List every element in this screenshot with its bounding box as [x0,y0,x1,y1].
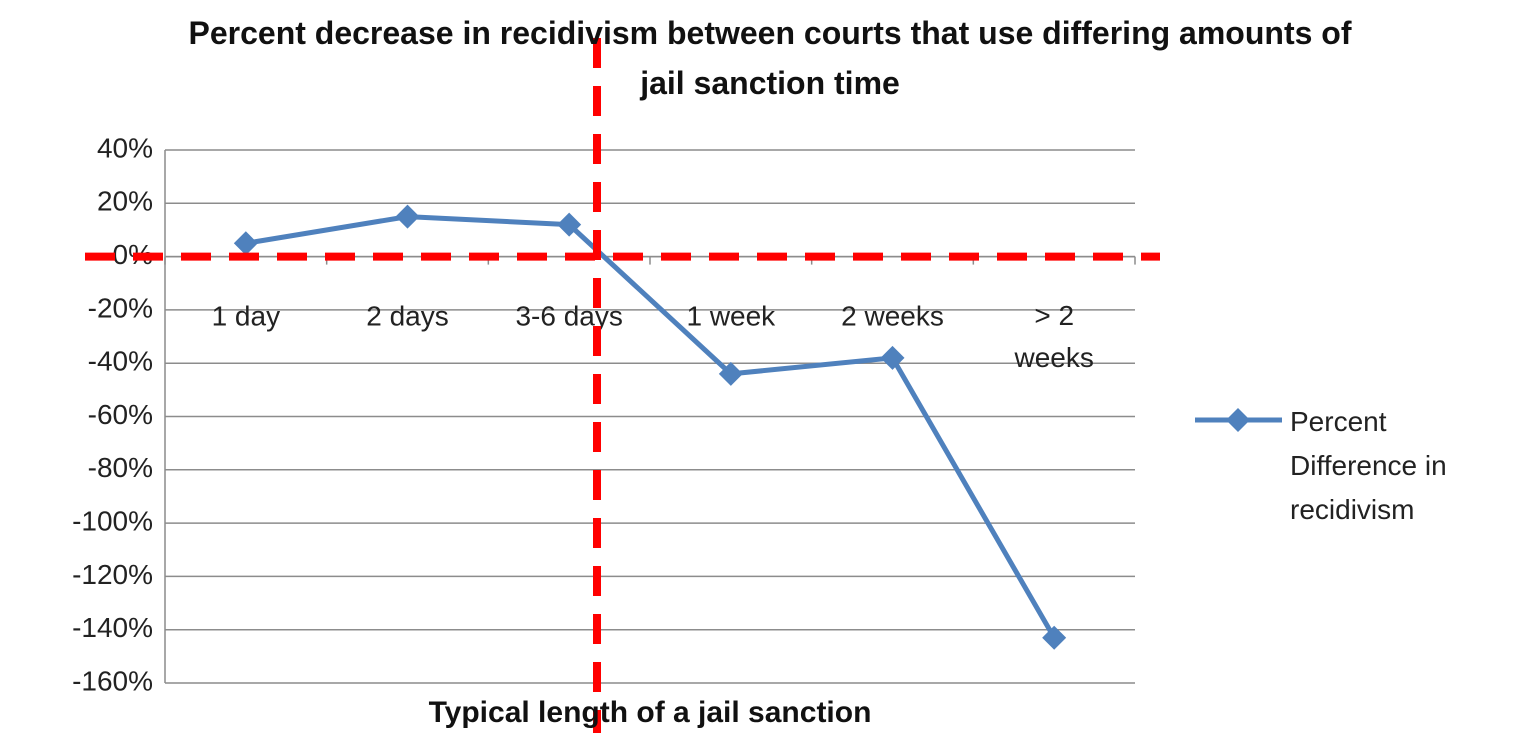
y-tick-label: 40% [97,132,153,163]
marker [1042,625,1067,650]
y-tick-label: -60% [88,399,153,430]
y-tick-label: -40% [88,346,153,377]
y-tick-label: -160% [72,665,153,696]
y-tick-label: -80% [88,452,153,483]
x-tick-label: 1 week [686,300,776,331]
x-axis-title: Typical length of a jail sanction [428,696,872,729]
marker [395,204,420,229]
y-tick-label: -20% [88,292,153,323]
y-tick-label: -120% [72,559,153,590]
series-line [245,214,1057,639]
marker [880,345,905,370]
x-tick-label: 1 day [212,300,281,331]
marker [557,212,582,237]
y-tick-label: 20% [97,186,153,217]
x-tick-label: 2 weeks [841,300,944,331]
legend-label: Percent Difference in recidivism [1290,406,1447,525]
chart-title: Percent decrease in recidivism between c… [188,15,1352,101]
marker [718,361,743,386]
y-tick-label: -100% [72,505,153,536]
y-tick-label: -140% [72,612,153,643]
x-tick-label: 3-6 days [515,300,622,331]
x-tick-label: > 2 weeks [1013,300,1093,373]
x-tick-label: 2 days [366,300,449,331]
marker [233,231,258,256]
legend-marker [1226,408,1250,432]
